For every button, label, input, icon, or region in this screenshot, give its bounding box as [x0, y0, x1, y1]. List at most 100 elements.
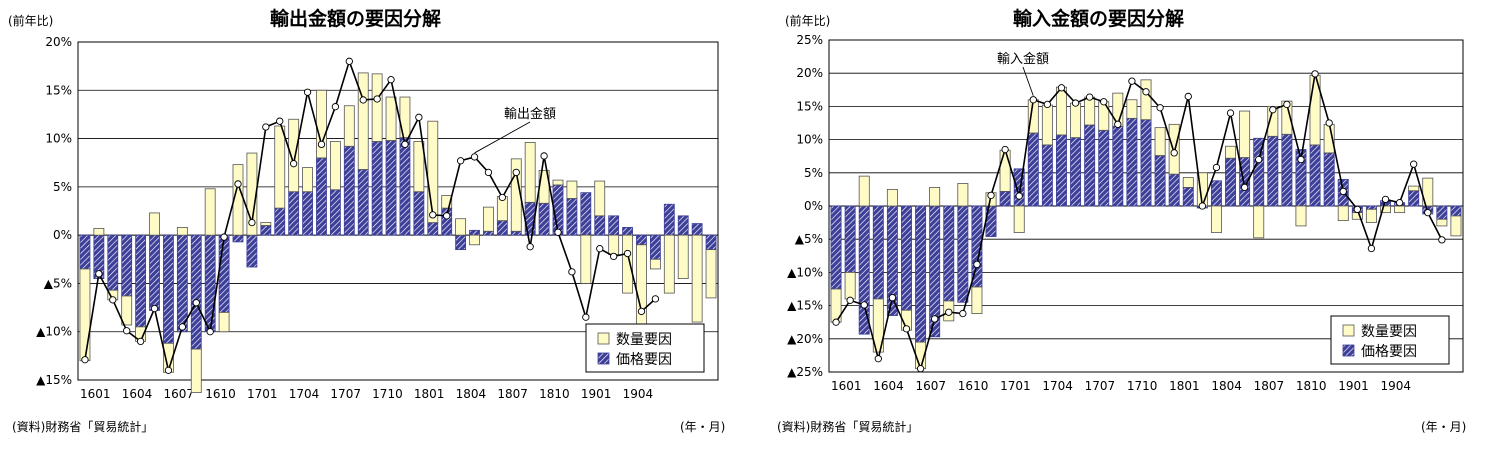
price-bar: [1027, 132, 1039, 207]
quantity-bar: [413, 141, 425, 193]
price-bar: [302, 191, 313, 236]
total-marker: [945, 308, 953, 316]
price-bar: [538, 202, 550, 236]
y-tick-label: 0%: [53, 228, 72, 242]
price-bar: [469, 229, 480, 236]
price-bar: [705, 234, 717, 251]
total-marker: [150, 304, 159, 313]
y-tick-label: ▲5%: [44, 276, 72, 290]
quantity-bar: [1140, 79, 1152, 121]
total-marker: [1198, 202, 1207, 210]
export-panel: 輸出金額の要因分解 (前年比) 20% 15% 10% 5% 0% ▲5% ▲10% ▲15%…: [8, 8, 725, 434]
quantity-bar: [1126, 99, 1138, 119]
total-marker: [1269, 106, 1277, 114]
legend-label-price: 価格要因: [616, 352, 672, 368]
total-marker: [1353, 205, 1361, 213]
total-marker: [512, 168, 520, 177]
total-marker: [1170, 149, 1178, 157]
y-tick-label: 20%: [796, 66, 823, 80]
total-marker: [1156, 104, 1164, 112]
total-marker: [345, 57, 353, 65]
export-source-note: (資料)財務省「貿易統計」: [12, 420, 154, 434]
total-marker: [973, 260, 981, 269]
price-bar: [1436, 205, 1448, 220]
export-unit-label: (前年比): [8, 14, 54, 28]
quantity-bar: [957, 183, 969, 207]
total-marker: [846, 296, 854, 304]
price-bar: [1098, 129, 1110, 207]
price-bar: [176, 234, 188, 333]
price-bar: [483, 230, 494, 236]
quantity-bar: [1084, 96, 1096, 126]
quantity-bar: [999, 149, 1011, 192]
quantity-bar: [677, 234, 689, 279]
price-bar: [260, 225, 272, 236]
price-bar: [830, 205, 842, 290]
quantity-bar: [176, 227, 188, 236]
x-tick-label: 1904: [1380, 379, 1411, 393]
quantity-bar: [1408, 185, 1420, 192]
import-chart-title: 輸入金額の要因分解: [1013, 8, 1185, 30]
price-bar: [872, 205, 884, 300]
total-marker: [456, 157, 465, 165]
total-marker: [234, 180, 242, 188]
quantity-bar: [705, 249, 717, 299]
x-tick-label: 1704: [289, 387, 320, 401]
total-marker: [123, 327, 131, 335]
total-marker: [610, 252, 618, 261]
total-marker: [568, 268, 576, 276]
export-chart: 20% 15% 10% 5% 0% ▲5% ▲10% ▲15% 1601 1604 1607 1610…: [36, 35, 719, 401]
price-bar: [1041, 144, 1053, 207]
quantity-bar: [302, 167, 313, 193]
quantity-bar: [218, 311, 230, 333]
quantity-bar: [371, 73, 383, 142]
quantity-bar: [274, 125, 286, 209]
y-tick-label: ▲10%: [787, 265, 823, 279]
quantity-bar: [971, 286, 983, 314]
total-marker: [317, 140, 326, 149]
price-bar: [246, 234, 258, 268]
legend-swatch-quantity: [597, 332, 610, 345]
total-marker: [987, 191, 995, 200]
total-marker: [1057, 84, 1066, 92]
quantity-bar: [1225, 145, 1237, 159]
total-marker: [1240, 183, 1249, 192]
quantity-bar: [1168, 123, 1180, 175]
total-series-label: 輸出金額: [504, 106, 556, 122]
x-tick-label: 1810: [539, 387, 570, 401]
legend-swatch-price: [597, 352, 610, 365]
y-tick-label: 0%: [804, 199, 823, 213]
quantity-bar: [121, 295, 133, 326]
quantity-bar: [93, 227, 105, 236]
total-marker: [498, 193, 506, 202]
price-bar: [1168, 173, 1180, 207]
total-marker: [290, 160, 298, 168]
quantity-bar: [149, 212, 160, 236]
quantity-bar: [580, 234, 592, 284]
y-tick-label: ▲15%: [787, 299, 823, 313]
x-tick-label: 1804: [456, 387, 487, 401]
x-tick-label: 1807: [1254, 379, 1285, 393]
total-marker: [1085, 93, 1094, 101]
price-bar: [510, 230, 522, 236]
quantity-bar: [858, 175, 870, 207]
quantity-bar: [343, 105, 355, 147]
y-tick-label: ▲5%: [795, 232, 823, 246]
x-tick-label: 1801: [414, 387, 445, 401]
price-bar: [1323, 152, 1335, 207]
price-bar: [566, 198, 578, 236]
quantity-bar: [1182, 177, 1194, 188]
price-bar: [1408, 190, 1420, 207]
price-bar: [121, 234, 133, 297]
price-bar: [455, 234, 467, 251]
price-bar: [1140, 119, 1152, 207]
quantity-bar: [1380, 205, 1391, 214]
total-marker: [1297, 155, 1305, 164]
total-marker: [888, 293, 897, 302]
x-tick-label: 1610: [205, 387, 236, 401]
quantity-bar: [1422, 177, 1434, 207]
price-bar: [190, 234, 202, 350]
quantity-bar: [524, 142, 536, 203]
total-marker: [415, 113, 423, 121]
total-marker: [1311, 70, 1319, 78]
